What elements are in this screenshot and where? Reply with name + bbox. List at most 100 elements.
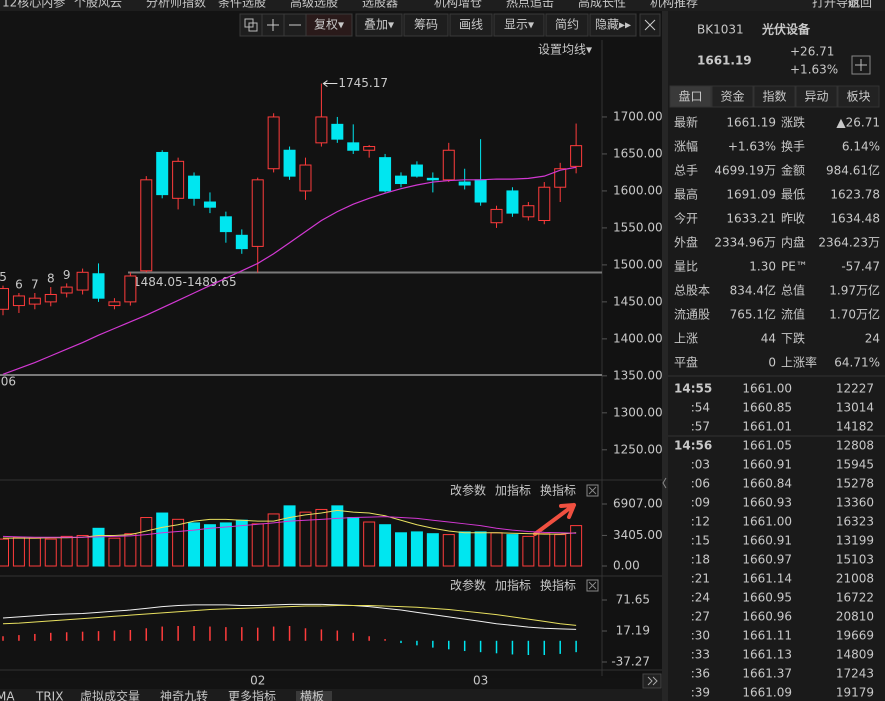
- toolbar-icons: [239, 13, 661, 37]
- tick-volume: 19669: [836, 629, 874, 643]
- quote-field-label: 总股本: [674, 284, 710, 298]
- candle-body: [92, 273, 105, 299]
- tick-price: 1661.37: [742, 667, 792, 681]
- panel-close[interactable]: [586, 484, 599, 497]
- quote-field-label: 最高: [674, 187, 698, 202]
- y-tick-label: 1350.00: [613, 368, 663, 382]
- quote-tab[interactable]: [669, 85, 712, 108]
- ma-line: [2, 166, 577, 375]
- toolbar-button[interactable]: [403, 13, 449, 37]
- candle-body: [570, 145, 583, 167]
- tick-price: 1661.13: [742, 648, 792, 662]
- candle-body: [299, 164, 312, 192]
- toolbar-button[interactable]: [305, 13, 353, 37]
- volume-bar: [299, 511, 312, 567]
- toolbar-label: 叠加▾: [364, 18, 394, 32]
- quote-code: BK1031: [697, 23, 744, 37]
- toolbar-label: 筹码: [414, 18, 438, 32]
- tick-price: 1660.96: [742, 610, 792, 624]
- quote-name: 光伏设备: [761, 22, 811, 37]
- quote-tab-label: 盘口: [678, 89, 702, 104]
- quote-field-label: 最新: [674, 115, 698, 130]
- quote-field-label: 昨收: [781, 212, 805, 226]
- quote-field-value: 2364.23万: [818, 236, 880, 250]
- toolbar-button[interactable]: [589, 13, 637, 37]
- quote-field-label: 上涨率: [781, 355, 817, 370]
- tick-time: :24: [691, 591, 710, 605]
- add-watch-button[interactable]: [851, 55, 871, 75]
- y-tick-label: 3405.00: [613, 528, 663, 542]
- bottom-tab-active[interactable]: [296, 691, 332, 701]
- candle-body: [124, 275, 137, 303]
- candle-body: [395, 175, 407, 185]
- volume-bar: [490, 532, 503, 567]
- toolbar-button[interactable]: [355, 13, 403, 37]
- top-menu-item: 热点追击: [506, 0, 554, 10]
- volume-bar: [331, 505, 344, 567]
- volume-bar: [60, 535, 73, 567]
- quote-field-value: +1.63%: [728, 140, 776, 154]
- volume-bar: [522, 535, 535, 567]
- toolbar-button[interactable]: [493, 13, 545, 37]
- volume-bar: [28, 537, 41, 567]
- quote-field-value: 1634.48: [830, 212, 880, 226]
- tick-time: :12: [691, 515, 710, 529]
- volume-bar: [0, 538, 9, 567]
- toolbar-button[interactable]: [545, 13, 589, 37]
- y-tick-label: 0.00: [613, 559, 640, 573]
- quote-field-label: 最低: [781, 188, 805, 202]
- quote-field-label: 总值: [781, 283, 805, 298]
- toolbar-label: 显示▾: [504, 18, 534, 32]
- tick-time: :57: [691, 420, 710, 434]
- toolbar-button[interactable]: [449, 13, 493, 37]
- volume-bar: [283, 505, 296, 567]
- tick-time: :18: [691, 553, 710, 567]
- tick-time: :54: [691, 401, 710, 415]
- bottom-tab: 更多指标: [228, 689, 276, 701]
- tick-time: :21: [691, 572, 710, 586]
- volume-ma-line: [2, 516, 577, 538]
- top-menu-item: 机构推荐: [650, 0, 698, 10]
- quote-field-value: ▲26.71: [836, 116, 880, 130]
- tick-price: 1661.05: [742, 439, 792, 453]
- candle-body: [363, 146, 376, 151]
- bottom-tab: 虚拟成交量: [80, 689, 140, 701]
- y-tick-label: 1400.00: [613, 331, 663, 345]
- y-tick-label: 1600.00: [613, 183, 663, 197]
- candle-body: [379, 157, 392, 192]
- tick-volume: 16722: [836, 591, 874, 605]
- window-button[interactable]: [239, 13, 263, 37]
- volume-bar: [267, 513, 280, 567]
- quote-field-value: 1691.09: [726, 188, 776, 202]
- quote-field-label: 内盘: [781, 235, 805, 250]
- quote-field-label: 外盘: [674, 235, 698, 250]
- quote-tab[interactable]: [837, 85, 880, 108]
- quote-field-label: 流值: [781, 307, 805, 322]
- nine-turn-count: 5: [0, 270, 7, 284]
- tick-time: :03: [691, 458, 710, 472]
- range-label: 1484.05-1489.65: [133, 275, 237, 289]
- candle-body: [331, 123, 344, 140]
- candle-body: [108, 301, 121, 307]
- tick-time: :09: [691, 496, 710, 510]
- quote-field-label: 今开: [674, 211, 698, 226]
- volume-ma-line: [3, 509, 577, 539]
- window-icon: [248, 22, 258, 32]
- quote-tab[interactable]: [795, 85, 838, 108]
- volume-bar: [140, 517, 153, 567]
- splitter[interactable]: [662, 11, 668, 701]
- candle-body: [172, 160, 185, 199]
- close-icon: [644, 19, 656, 31]
- tick-price: 1660.97: [742, 553, 792, 567]
- panel-close[interactable]: [586, 579, 599, 592]
- quote-field-label: 平盘: [674, 355, 698, 370]
- quote-field-value: 4699.19万: [714, 164, 776, 178]
- nine-turn-count: 8: [47, 272, 55, 286]
- volume-bar: [172, 518, 185, 567]
- nine-turn-count: 9: [63, 268, 71, 282]
- tick-volume: 15103: [836, 553, 874, 567]
- quote-tab[interactable]: [711, 85, 754, 108]
- panel-close-icon: [588, 581, 597, 590]
- quote-tab[interactable]: [753, 85, 796, 108]
